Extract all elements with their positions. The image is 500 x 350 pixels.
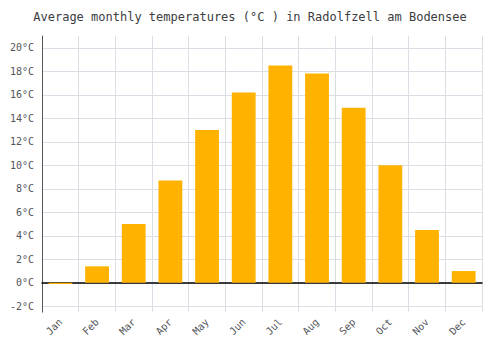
svg-text:Oct: Oct bbox=[374, 316, 395, 337]
svg-text:16°C: 16°C bbox=[10, 89, 34, 100]
svg-text:8°C: 8°C bbox=[16, 183, 34, 194]
svg-text:12°C: 12°C bbox=[10, 136, 34, 147]
svg-text:Nov: Nov bbox=[410, 316, 431, 337]
svg-text:-2°C: -2°C bbox=[10, 301, 34, 312]
svg-text:Aug: Aug bbox=[300, 316, 321, 337]
svg-text:18°C: 18°C bbox=[10, 66, 34, 77]
svg-text:Apr: Apr bbox=[154, 316, 175, 337]
svg-text:Feb: Feb bbox=[80, 316, 101, 337]
svg-text:Mar: Mar bbox=[117, 316, 138, 337]
svg-text:6°C: 6°C bbox=[16, 207, 34, 218]
svg-text:10°C: 10°C bbox=[10, 160, 34, 171]
svg-text:Average monthly temperatures (: Average monthly temperatures (°C ) in Ra… bbox=[33, 10, 466, 24]
svg-text:Jan: Jan bbox=[44, 316, 65, 337]
svg-text:Jul: Jul bbox=[264, 316, 285, 337]
svg-text:0°C: 0°C bbox=[16, 277, 34, 288]
svg-text:Dec: Dec bbox=[447, 316, 468, 337]
svg-text:20°C: 20°C bbox=[10, 42, 34, 53]
svg-text:2°C: 2°C bbox=[16, 254, 34, 265]
svg-text:4°C: 4°C bbox=[16, 230, 34, 241]
svg-text:Sep: Sep bbox=[337, 316, 358, 337]
svg-text:Jun: Jun bbox=[227, 316, 248, 337]
svg-text:May: May bbox=[190, 316, 211, 337]
svg-text:14°C: 14°C bbox=[10, 113, 34, 124]
